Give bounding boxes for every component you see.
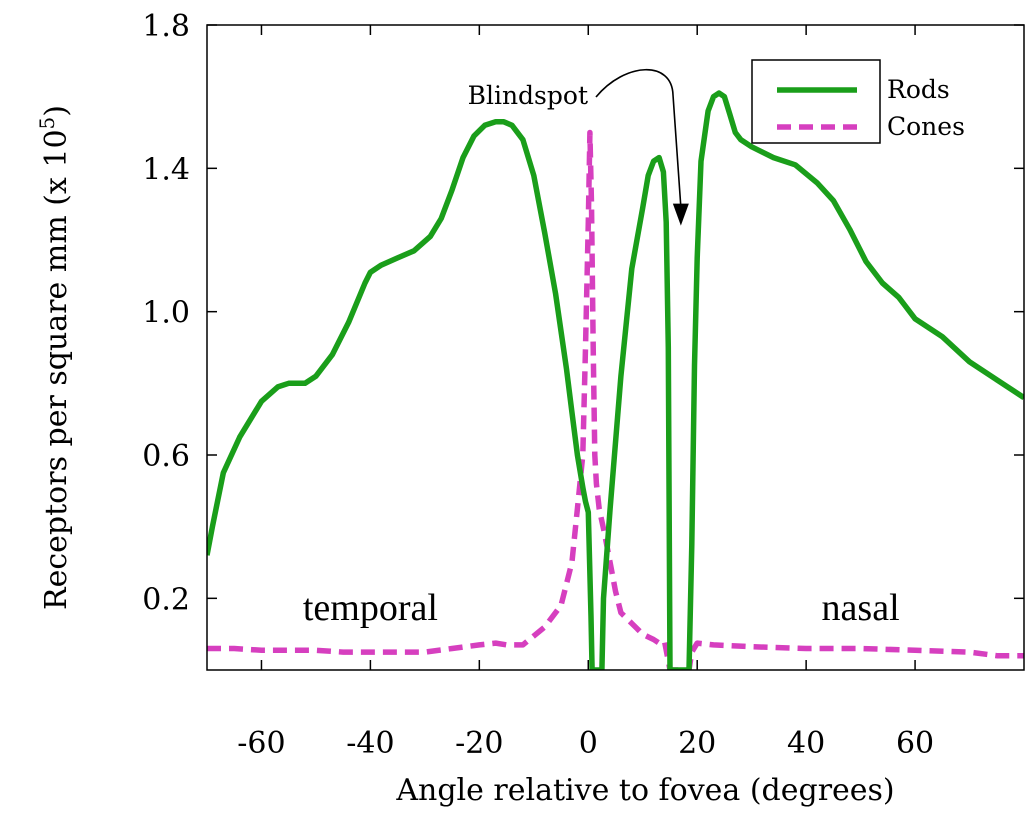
x-tick-label: 20 (678, 726, 716, 761)
x-tick-label: -40 (346, 726, 394, 761)
y-tick-label: 0.6 (142, 439, 190, 474)
y-tick-label: 1.0 (142, 296, 190, 331)
y-tick-label: 1.4 (142, 152, 190, 187)
x-tick-label: 0 (579, 726, 598, 761)
y-axis-title-exponent: 5 (35, 117, 59, 130)
blindspot-arrow-line (595, 68, 682, 208)
legend-label-cones: Cones (887, 112, 965, 141)
series-line-rods (207, 90, 1024, 670)
series-line-cones (207, 129, 1024, 670)
y-axis-title-close: ) (39, 105, 74, 117)
plot-frame (206, 24, 1025, 671)
blindspot-label: Blindspot (468, 81, 588, 110)
region-label-nasal: nasal (822, 587, 900, 629)
x-axis-title: Angle relative to fovea (degrees) (395, 773, 894, 808)
legend-box (751, 59, 881, 144)
ticks-layer: -60 -40 -20 0 20 40 60 0.2 0.6 1.0 1.4 1.8 (142, 9, 1024, 761)
x-tick-label: 40 (787, 726, 825, 761)
blindspot-arrow-head (672, 203, 689, 226)
x-tick-label: 60 (896, 726, 934, 761)
y-axis-title-main: Receptors per square mm (x 10 (39, 129, 74, 610)
legend: Rods Cones (751, 59, 965, 144)
annotation-layer: Blindspot temporal nasal (303, 68, 900, 629)
region-label-temporal: temporal (303, 587, 438, 629)
y-tick-label: 1.8 (142, 9, 190, 44)
series-layer (207, 90, 1024, 670)
legend-label-rods: Rods (887, 75, 950, 104)
y-tick-label: 0.2 (142, 582, 190, 617)
y-axis-title: Receptors per square mm (x 105) (35, 105, 74, 610)
x-tick-label: -60 (237, 726, 285, 761)
x-tick-label: -20 (455, 726, 503, 761)
